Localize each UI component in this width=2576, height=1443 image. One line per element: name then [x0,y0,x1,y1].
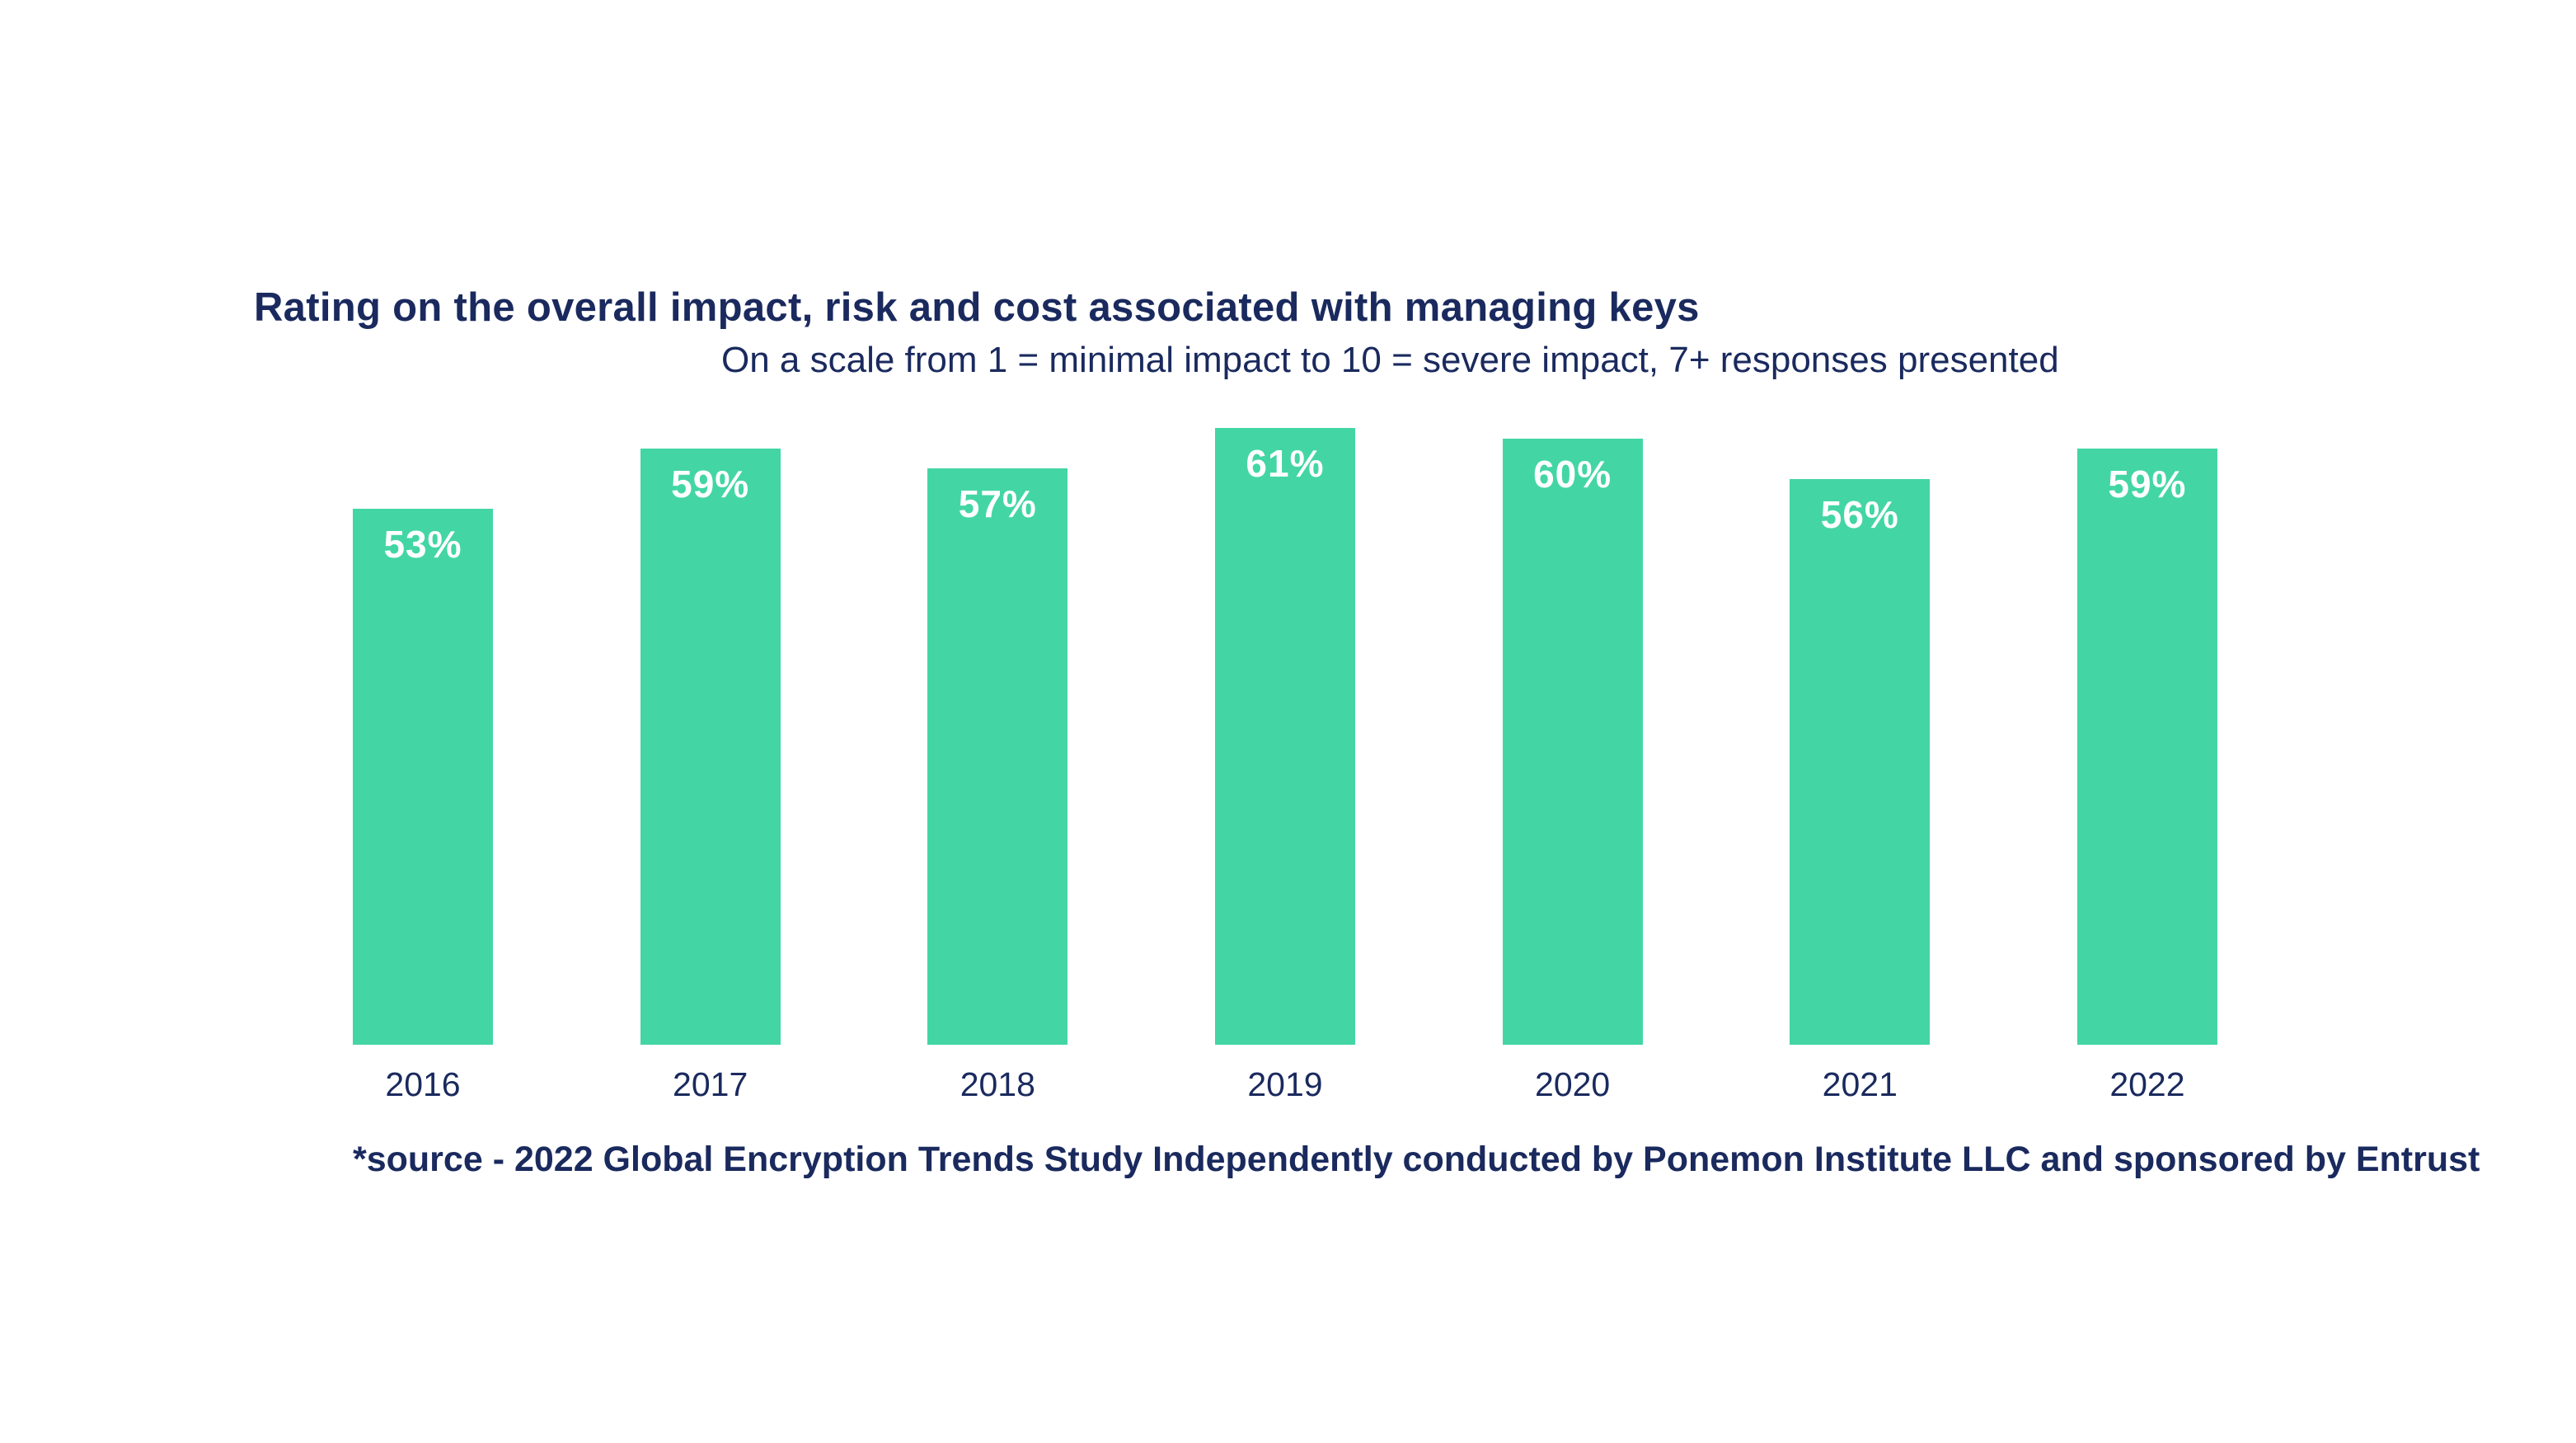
x-axis-label-2018: 2018 [960,1065,1035,1103]
x-axis-label-2021: 2021 [1822,1065,1898,1103]
x-axis-label-2020: 2020 [1535,1065,1611,1103]
bar-value-label: 59% [671,463,750,505]
bar-group-2020: 60% 2020 [1502,418,1643,1103]
x-axis-label-2016: 2016 [385,1065,461,1103]
bar-value-label: 59% [2108,463,2187,505]
bar-group-2017: 59% 2017 [640,418,781,1103]
source-note: *source - 2022 Global Encryption Trends … [353,1140,2480,1179]
x-axis-label-2019: 2019 [1247,1065,1323,1103]
bar-group-2018: 57% 2018 [927,418,1068,1103]
bar-chart: 53% 2016 59% 2017 57% 2018 61% 2019 60% [353,418,2217,1103]
bar-2018: 57% [927,468,1068,1045]
bar-2019: 61% [1214,428,1355,1045]
chart-subtitle: On a scale from 1 = minimal impact to 10… [721,340,2059,380]
chart-title: Rating on the overall impact, risk and c… [254,285,1700,330]
bar-2021: 56% [1790,479,1931,1045]
bar-2016: 53% [353,509,493,1045]
bar-value-label: 60% [1533,453,1612,496]
bar-value-label: 56% [1820,493,1899,536]
bar-group-2016: 53% 2016 [353,418,493,1103]
bar-group-2022: 59% 2022 [2076,418,2217,1103]
bar-value-label: 57% [958,482,1037,525]
bar-2020: 60% [1502,439,1643,1045]
x-axis-label-2022: 2022 [2109,1065,2185,1103]
bar-value-label: 61% [1246,442,1325,485]
bar-group-2021: 56% 2021 [1790,418,1931,1103]
bar-2017: 59% [640,449,781,1045]
bar-group-2019: 61% 2019 [1214,418,1355,1103]
bar-value-label: 53% [383,523,462,566]
bar-2022: 59% [2076,449,2217,1045]
x-axis-label-2017: 2017 [673,1065,748,1103]
